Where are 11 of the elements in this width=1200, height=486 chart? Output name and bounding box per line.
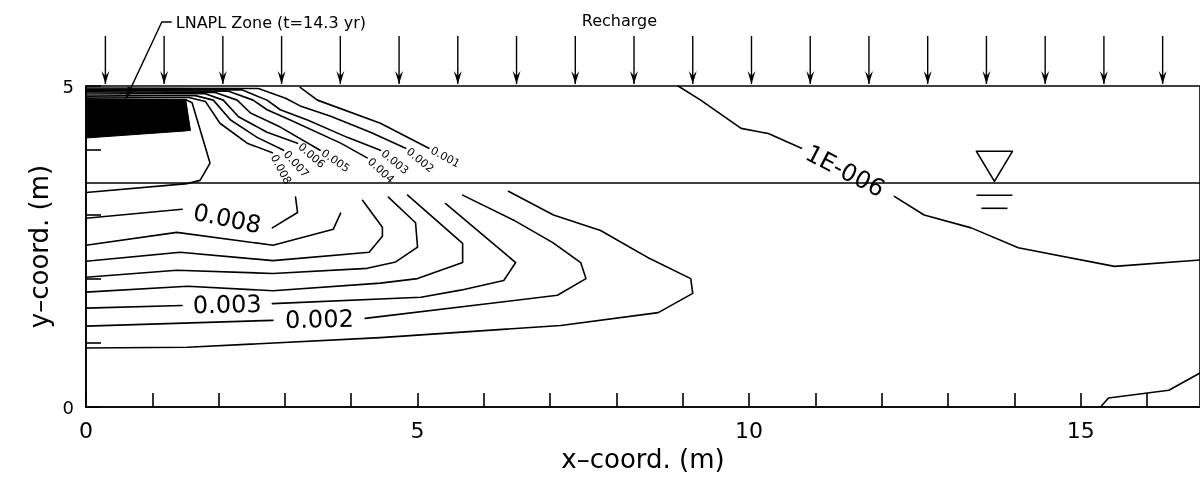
x-tick-label: 0 xyxy=(79,417,93,443)
x-tick-label: 10 xyxy=(735,417,764,443)
text: 0.008 xyxy=(190,197,264,240)
x-axis-title: x–coord. (m) xyxy=(561,443,725,474)
text: Recharge xyxy=(581,10,658,30)
annotation: LNAPL Zone (t=14.3 yr) xyxy=(175,12,366,32)
x-tick-label: 5 xyxy=(410,417,425,443)
x-tick-label: 15 xyxy=(1066,417,1095,443)
text: 0.002 xyxy=(284,304,355,335)
y-axis-title: y–coord. (m) xyxy=(23,164,54,329)
text: 0.003 xyxy=(192,289,262,320)
